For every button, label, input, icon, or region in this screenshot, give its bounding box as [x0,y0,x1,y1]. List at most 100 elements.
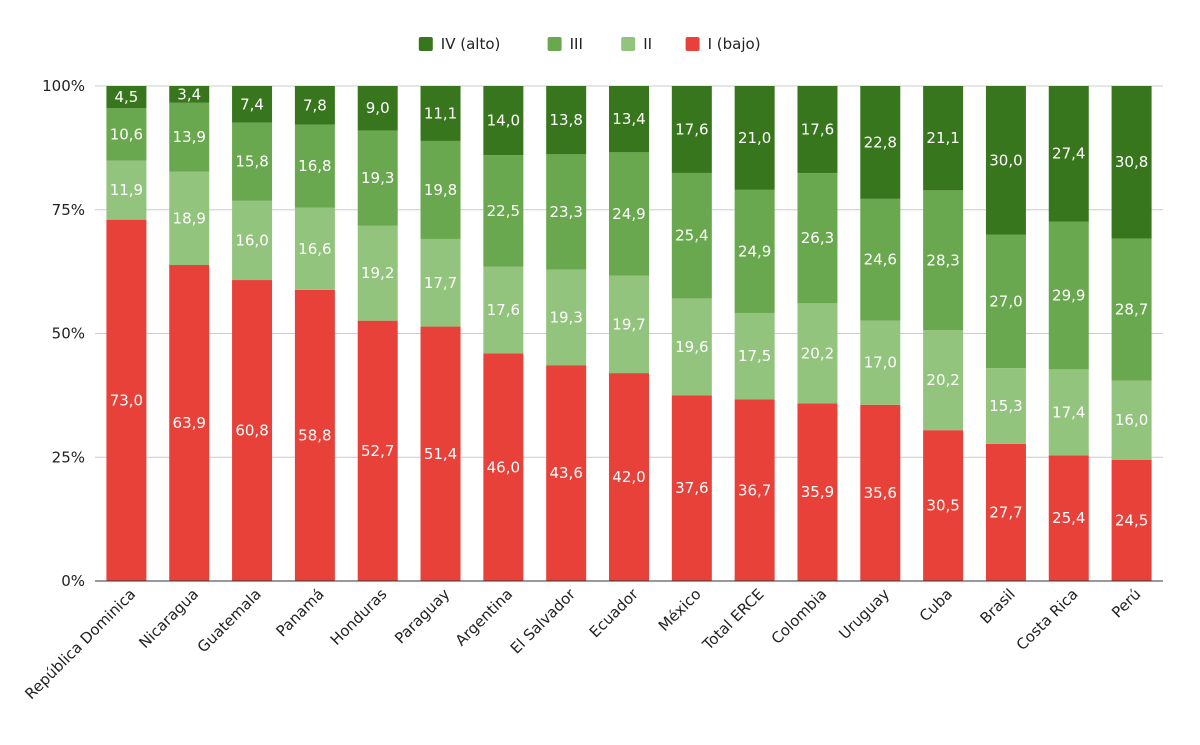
data-label: 16,8 [298,157,331,175]
x-tick-label: El Salvador [507,585,580,658]
bar-segment-iii-brasil [985,234,1026,369]
data-label: 25,4 [675,227,708,245]
bar-segment-iii-cuba [923,190,964,331]
data-label: 22,8 [864,133,897,151]
data-labels-layer: 73,0 11,9 10,6 4,5 63,9 18,9 13,9 3,4 60,8 16,0 15… [110,85,1149,529]
bar-segment-iv-alto-mexico [671,86,712,173]
x-tick-label: República Dominica [21,585,139,703]
data-label: 63,9 [173,414,206,432]
bar-segment-iv-alto-colombia [797,86,838,174]
bar-segment-iv-alto-guatemala [232,86,273,123]
bar-segment-iv-alto-brasil [985,86,1026,235]
data-label: 11,9 [110,181,143,199]
data-label: 24,9 [738,242,771,260]
bar-segment-ii-panama [294,207,335,290]
bar-segment-ii-republica-dominica [106,160,147,220]
x-tick-label: Guatemala [194,585,265,656]
bar-segment-iii-uruguay [860,198,901,321]
data-label: 13,4 [612,110,645,128]
bar-segment-i-bajo-colombia [797,403,838,581]
data-label: 21,1 [926,129,959,147]
x-tick-label: Honduras [327,585,391,649]
bar-segment-iii-panama [294,124,335,208]
y-tick-label: 75% [52,201,85,219]
data-label: 16,0 [235,231,268,249]
data-label: 18,9 [173,209,206,227]
data-label: 46,0 [487,458,520,476]
bar-segment-ii-mexico [671,298,712,396]
data-label: 20,2 [926,371,959,389]
data-label: 27,4 [1052,145,1085,163]
data-label: 19,3 [361,169,394,187]
bar-segment-iii-colombia [797,173,838,304]
bar-segment-iv-alto-paraguay [420,86,461,141]
bar-segment-iii-republica-dominica [106,108,147,161]
data-label: 19,3 [549,308,582,326]
bar-segment-iii-nicaragua [169,102,210,172]
data-label: 30,8 [1115,153,1148,171]
data-label: 15,3 [989,397,1022,415]
bar-segment-ii-guatemala [232,200,273,281]
data-label: 7,8 [303,96,327,114]
bar-segment-i-bajo-republica-dominica [106,219,147,581]
legend-swatch [547,37,562,51]
bar-segment-ii-uruguay [860,320,901,405]
bar-segment-ii-peru [1111,380,1152,460]
bar-segment-ii-el-salvador [546,269,587,366]
bar-segment-ii-nicaragua [169,171,210,266]
data-label: 42,0 [612,468,645,486]
data-label: 24,5 [1115,511,1148,529]
bar-segment-ii-argentina [483,266,524,354]
data-label: 30,5 [926,497,959,515]
bars-layer [106,86,1152,581]
legend-item-iii: III [547,35,583,53]
bar-segment-iii-argentina [483,155,524,267]
bar-segment-i-bajo-el-salvador [546,365,587,581]
data-label: 20,2 [801,344,834,362]
data-label: 10,6 [110,126,143,144]
bar-segment-ii-colombia [797,303,838,404]
bar-segment-i-bajo-paraguay [420,326,461,581]
bar-segment-ii-ecuador [609,275,649,374]
bar-segment-iv-alto-peru [1111,86,1152,239]
data-label: 14,0 [487,112,520,130]
data-label: 24,6 [864,251,897,269]
data-label: 27,7 [989,503,1022,521]
data-label: 21,0 [738,129,771,147]
y-tick-label: 25% [52,448,85,466]
bar-segment-iv-alto-nicaragua [169,86,210,103]
data-label: 17,6 [487,301,520,319]
data-label: 19,2 [361,264,394,282]
bar-segment-iii-costa-rica [1048,221,1089,370]
bar-segment-i-bajo-guatemala [232,280,273,581]
data-label: 28,7 [1115,300,1148,318]
legend: IV (alto) III II I (bajo) [418,35,761,53]
data-label: 4,5 [114,88,138,106]
data-label: 35,9 [801,483,834,501]
x-tick-label: Panamá [273,585,328,640]
x-tick-label: Total ERCE [698,585,767,654]
data-label: 24,9 [612,205,645,223]
data-label: 19,8 [424,181,457,199]
x-tick-label: Colombia [768,585,831,648]
bar-segment-iii-ecuador [609,152,649,276]
data-label: 52,7 [361,442,394,460]
data-label: 17,0 [864,354,897,372]
bar-segment-i-bajo-total-erce [734,399,775,581]
bar-segment-i-bajo-cuba [923,430,964,581]
legend-label: IV (alto) [441,35,501,53]
bar-segment-ii-honduras [357,225,398,321]
data-label: 19,7 [612,315,645,333]
data-label: 73,0 [110,391,143,409]
data-label: 17,7 [424,274,457,292]
x-tick-label: Paraguay [391,585,453,647]
data-label: 17,5 [738,347,771,365]
legend-label: I (bajo) [708,35,761,53]
data-label: 30,0 [989,151,1022,169]
data-label: 9,0 [366,99,390,117]
bar-segment-ii-cuba [923,330,964,431]
bar-segment-ii-paraguay [420,238,461,327]
data-label: 25,4 [1052,509,1085,527]
bar-segment-iii-total-erce [734,189,775,313]
